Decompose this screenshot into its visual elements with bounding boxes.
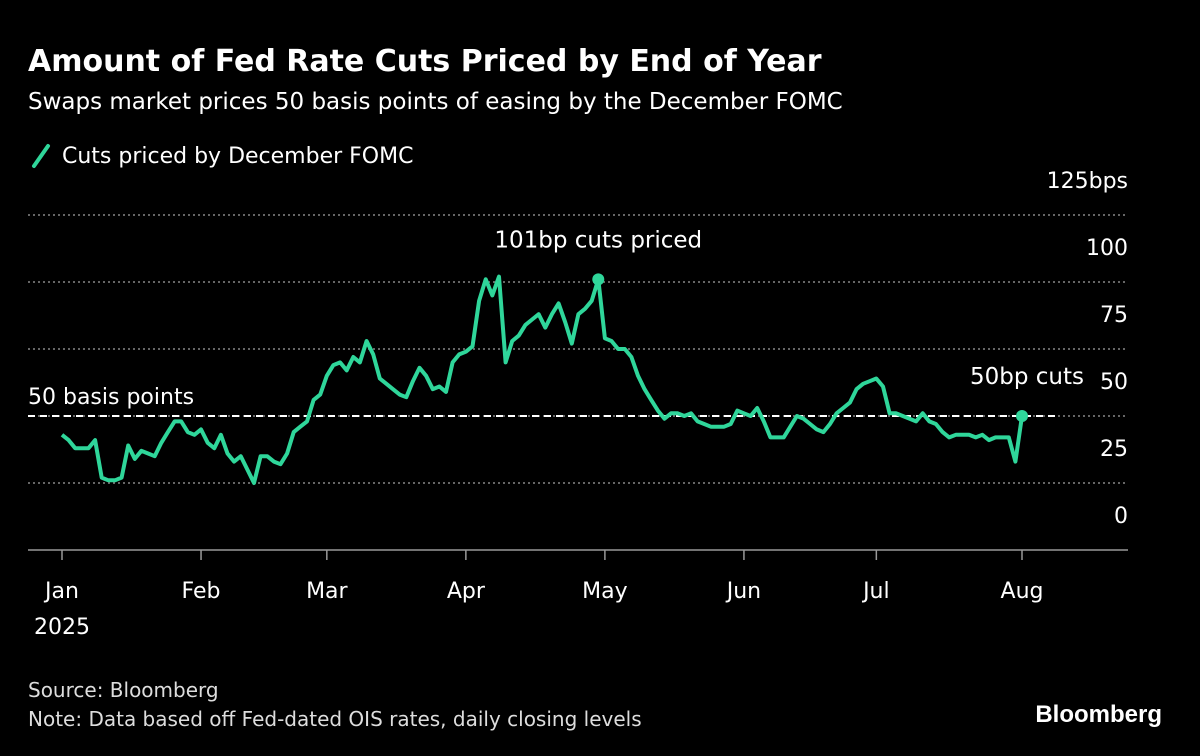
annotation-label: 101bp cuts priced [494, 227, 702, 253]
y-tick-label: 125bps [1047, 169, 1128, 194]
legend-swatch [32, 144, 50, 168]
y-tick-label: 50 [1100, 370, 1128, 395]
x-year-label: 2025 [34, 615, 90, 640]
note: Note: Data based off Fed-dated OIS rates… [28, 707, 642, 731]
chart-title: Amount of Fed Rate Cuts Priced by End of… [28, 44, 822, 79]
x-tick-label: Mar [306, 579, 348, 604]
x-tick-label: Feb [182, 579, 221, 604]
brand-logo: Bloomberg [1035, 701, 1162, 728]
y-tick-label: 0 [1114, 504, 1128, 529]
x-tick-label: Jul [861, 579, 890, 604]
source: Source: Bloomberg [28, 678, 219, 702]
annotation-marker [592, 273, 605, 286]
reference-label: 50 basis points [28, 385, 194, 410]
x-tick-label: Jan [43, 579, 79, 604]
legend-label: Cuts priced by December FOMC [62, 144, 413, 169]
y-tick-label: 25 [1100, 437, 1128, 462]
annotation-marker [1016, 410, 1028, 422]
x-tick-label: Aug [1001, 579, 1044, 604]
chart-subtitle: Swaps market prices 50 basis points of e… [28, 89, 843, 115]
series-line [60, 274, 1024, 485]
annotation-label: 50bp cuts [970, 364, 1084, 390]
y-tick-label: 75 [1100, 303, 1128, 328]
x-tick-label: Jun [725, 579, 761, 604]
x-tick-label: May [582, 579, 627, 604]
y-tick-label: 100 [1086, 236, 1128, 261]
x-tick-label: Apr [447, 579, 486, 604]
